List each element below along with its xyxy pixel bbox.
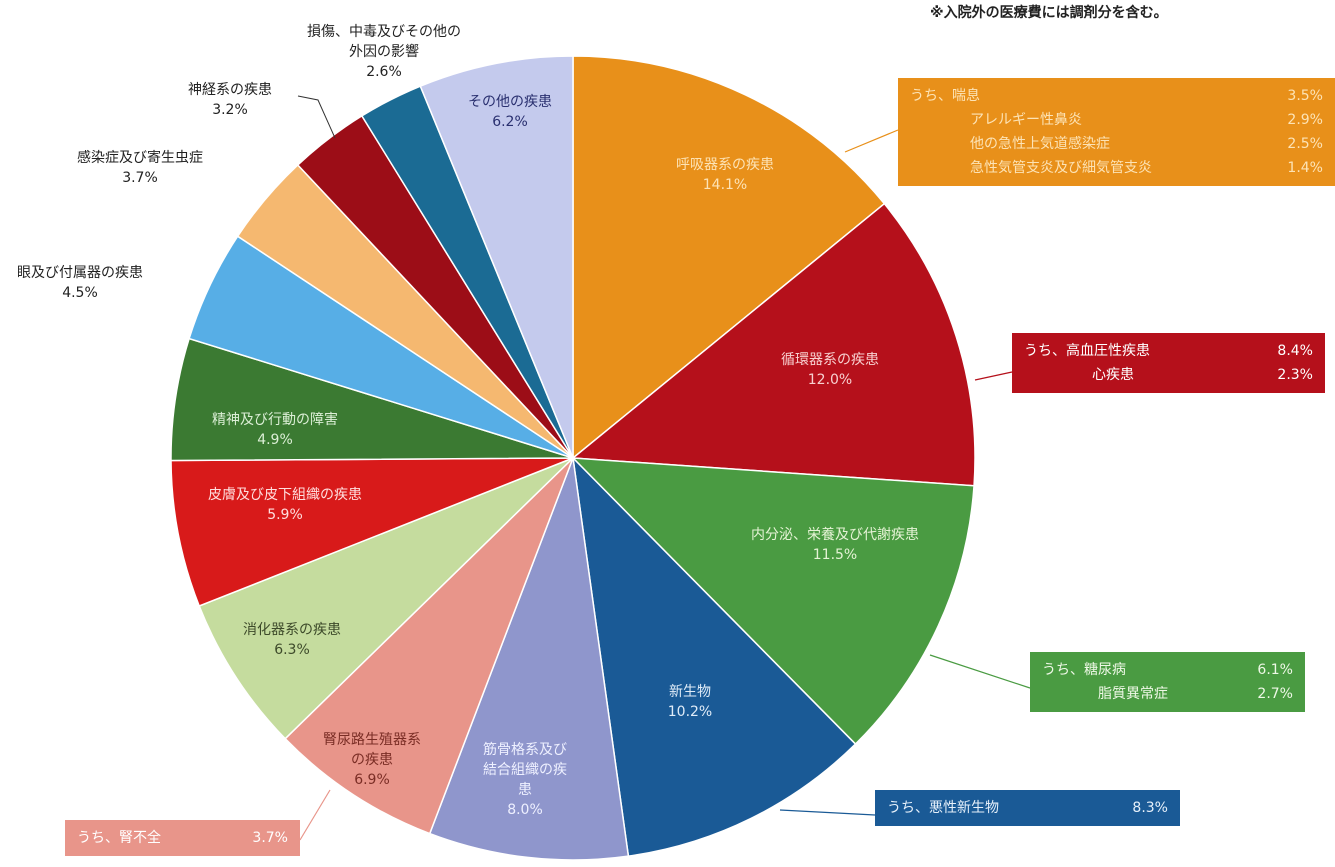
pie-slice <box>428 457 630 861</box>
callout-name: うち、高血圧性疾患 <box>1024 343 1150 359</box>
slice-label: 皮膚及び皮下組織の疾患 5.9% <box>208 485 362 525</box>
category-name: 損傷、中毒及びその他の 外因の影響 <box>307 24 461 60</box>
pie-slice <box>572 55 886 460</box>
leader-line <box>297 95 336 139</box>
value-label: 5.9% <box>267 507 303 523</box>
callout-row: うち、糖尿病 6.1% <box>1042 658 1293 682</box>
pie-slice <box>198 457 574 740</box>
leader-line <box>974 371 1013 381</box>
slice-label: 循環器系の疾患 12.0% <box>781 350 879 390</box>
note: ※入院外の医療費には調剤分を含む。 <box>930 5 1168 21</box>
leader-line <box>779 809 876 816</box>
category-name: 神経系の疾患 <box>188 82 272 98</box>
callout-row: うち、喘息 3.5% <box>910 84 1323 108</box>
pie-slice <box>170 457 574 607</box>
callout-row: うち、高血圧性疾患 8.4% <box>1024 339 1313 363</box>
category-name: 眼及び付属器の疾患 <box>17 265 143 281</box>
value-label: 6.9% <box>354 772 390 788</box>
callout-row: うち、悪性新生物 8.3% <box>887 796 1168 820</box>
category-name: 呼吸器系の疾患 <box>676 157 774 173</box>
value-label: 6.2% <box>492 114 528 130</box>
callout-value: 3.5% <box>1287 88 1323 104</box>
callout-box: うち、高血圧性疾患 8.4% 心疾患 2.3% <box>1012 333 1325 393</box>
slice-label: 腎尿路生殖器系 の疾患 6.9% <box>323 730 421 790</box>
category-name: 感染症及び寄生虫症 <box>77 150 203 166</box>
callout-name: 他の急性上気道感染症 <box>970 136 1110 152</box>
slice-label: 新生物 10.2% <box>668 682 712 722</box>
callout-name: 脂質異常症 <box>1098 686 1168 702</box>
slice-label: 感染症及び寄生虫症 3.7% <box>77 148 203 188</box>
callout-box: うち、悪性新生物 8.3% <box>875 790 1180 826</box>
category-name: 内分泌、栄養及び代謝疾患 <box>751 527 919 543</box>
callout-name: うち、糖尿病 <box>1042 662 1126 678</box>
pie-slice <box>284 457 574 835</box>
callout-row: うち、腎不全 3.7% <box>77 826 288 850</box>
slice-label: 筋骨格系及び 結合組織の疾 患 8.0% <box>483 740 567 820</box>
callout-value: 2.7% <box>1257 686 1293 702</box>
callout-name: 心疾患 <box>1092 367 1134 383</box>
value-label: 4.5% <box>62 285 98 301</box>
callout-row: 心疾患 2.3% <box>1024 363 1313 387</box>
value-label: 2.6% <box>366 64 402 80</box>
category-name: 消化器系の疾患 <box>243 622 341 638</box>
callout-name: アレルギー性鼻炎 <box>970 112 1082 128</box>
callout-value: 2.5% <box>1287 136 1323 152</box>
callout-value: 8.3% <box>1132 800 1168 816</box>
slice-label: 眼及び付属器の疾患 4.5% <box>17 263 143 303</box>
value-label: 4.9% <box>257 432 293 448</box>
callout-name: うち、腎不全 <box>77 830 161 846</box>
pie-slice <box>571 457 975 746</box>
slice-label: その他の疾患 6.2% <box>468 92 552 132</box>
value-label: 3.2% <box>212 102 248 118</box>
slice-label: 消化器系の疾患 6.3% <box>243 620 341 660</box>
callout-row: 急性気管支炎及び細気管支炎 1.4% <box>910 156 1323 180</box>
value-label: 3.7% <box>122 170 158 186</box>
slice-label: 損傷、中毒及びその他の 外因の影響 2.6% <box>307 22 461 82</box>
value-label: 10.2% <box>667 704 713 720</box>
category-name: 筋骨格系及び 結合組織の疾 患 <box>483 742 567 798</box>
callout-box: うち、腎不全 3.7% <box>65 820 300 856</box>
callout-name: 急性気管支炎及び細気管支炎 <box>970 160 1152 176</box>
pie-slice <box>419 55 574 459</box>
leader-line <box>844 129 899 153</box>
callout-row: アレルギー性鼻炎 2.9% <box>910 108 1323 132</box>
value-label: 11.5% <box>812 547 858 563</box>
category-name: その他の疾患 <box>468 94 552 110</box>
value-label: 12.0% <box>807 372 853 388</box>
callout-name: うち、喘息 <box>910 88 980 104</box>
callout-box: うち、糖尿病 6.1% 脂質異常症 2.7% <box>1030 652 1305 712</box>
category-name: 精神及び行動の障害 <box>212 412 338 428</box>
callout-value: 8.4% <box>1277 343 1313 359</box>
slice-label: 内分泌、栄養及び代謝疾患 11.5% <box>751 525 919 565</box>
slice-label: 呼吸器系の疾患 14.1% <box>676 155 774 195</box>
value-label: 6.3% <box>274 642 310 658</box>
callout-box: うち、喘息 3.5% アレルギー性鼻炎 2.9% 他の急性上気道感染症 2.5% 急性気管支… <box>898 78 1335 186</box>
category-name: 腎尿路生殖器系 の疾患 <box>323 732 421 768</box>
leader-line <box>299 789 331 841</box>
callout-value: 6.1% <box>1257 662 1293 678</box>
callout-value: 2.9% <box>1287 112 1323 128</box>
pie-slice <box>571 455 857 858</box>
category-name: 新生物 <box>668 684 711 700</box>
slice-label: 神経系の疾患 3.2% <box>188 80 272 120</box>
callout-row: 他の急性上気道感染症 2.5% <box>910 132 1323 156</box>
callout-value: 1.4% <box>1287 160 1323 176</box>
value-label: 8.0% <box>507 802 543 818</box>
category-name: 循環器系の疾患 <box>781 352 879 368</box>
leader-line <box>929 654 1031 689</box>
callout-value: 3.7% <box>252 830 288 846</box>
slice-label: 精神及び行動の障害 4.9% <box>212 410 338 450</box>
category-name: 皮膚及び皮下組織の疾患 <box>208 487 362 503</box>
callout-value: 2.3% <box>1277 367 1313 383</box>
pie-slice <box>571 202 976 487</box>
callout-row: 脂質異常症 2.7% <box>1042 682 1293 706</box>
callout-name: うち、悪性新生物 <box>887 800 999 816</box>
value-label: 14.1% <box>702 177 748 193</box>
